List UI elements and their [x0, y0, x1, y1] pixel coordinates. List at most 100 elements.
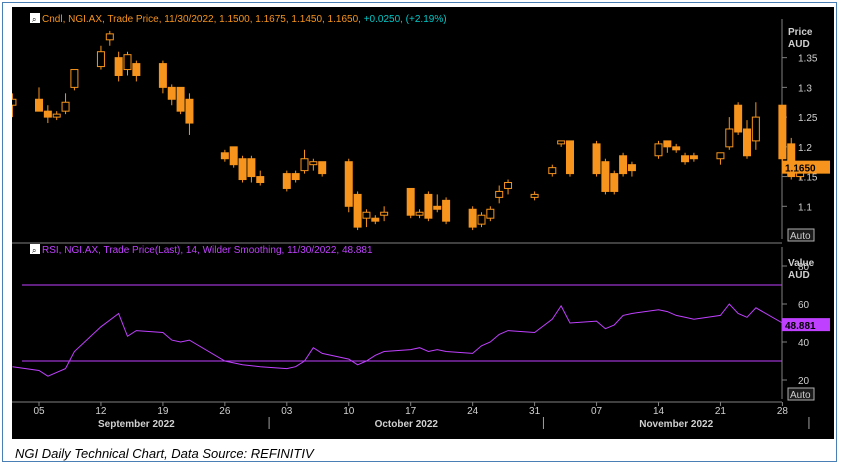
price-pane: 1.1 1.15 1.2 1.25 1.3 1.35 ⌕ Cndl, NGI.AX, Tr… [8, 13, 830, 242]
candle-body [442, 199, 451, 222]
candle-body [415, 211, 424, 216]
candle-body [70, 69, 79, 88]
candle-body [406, 187, 415, 216]
candle-body [468, 208, 477, 228]
price-tick-label: 1.15 [798, 173, 818, 184]
candle-body [96, 51, 105, 68]
rsi-tick-label: 60 [798, 300, 810, 311]
candle-body [380, 211, 389, 216]
candle-body [176, 86, 185, 112]
candle [424, 191, 433, 222]
time-axis: 0512192603101724310714212805September 20… [3, 402, 841, 430]
candle-body [610, 173, 619, 192]
candle-body [548, 167, 557, 175]
rsi-line [12, 303, 801, 377]
rsi-pane: 20 40 60 80 ⌕ RSI, NGI.AX, Trade Price(Last… [12, 244, 830, 401]
price-tick-label: 1.25 [798, 113, 818, 124]
candle [105, 30, 114, 46]
price-tick-label: 1.35 [798, 54, 818, 65]
rsi-axis-ticks: 20 40 60 80 [782, 262, 810, 387]
time-tick-label: 26 [219, 406, 231, 417]
rsi-auto-button[interactable] [787, 387, 815, 401]
candle-body [247, 158, 256, 178]
candle [291, 170, 300, 183]
candle-body [238, 158, 247, 181]
candle [672, 143, 681, 153]
candle [477, 212, 486, 228]
candle [415, 209, 424, 219]
candle [8, 93, 17, 118]
candle-body [486, 208, 495, 219]
candle-body [619, 155, 628, 175]
candle [689, 152, 698, 162]
rsi-legend-icon [30, 244, 40, 254]
candle [619, 152, 628, 177]
candle-body [689, 155, 698, 160]
price-axis-title: Price [788, 27, 813, 38]
candle-body [592, 143, 601, 175]
candle-body [371, 217, 380, 222]
candle [43, 105, 52, 124]
time-tick-label: 05 [33, 406, 45, 417]
candle-body [282, 173, 291, 189]
candle-body [8, 98, 17, 106]
time-tick-label: 31 [529, 406, 541, 417]
rsi-last-value: 48.881 [785, 321, 816, 332]
candle-body [681, 155, 690, 163]
candle [158, 60, 167, 94]
price-tick-label: 1.1 [798, 202, 812, 213]
candle [300, 149, 309, 174]
candle [716, 152, 725, 165]
time-tick-label: 07 [591, 406, 603, 417]
rsi-axis-unit: AUD [788, 270, 810, 281]
candle [344, 158, 353, 213]
candle [185, 93, 194, 135]
candle [406, 187, 415, 219]
candle [468, 206, 477, 231]
candle-body [291, 173, 300, 181]
candle-body [557, 140, 566, 145]
time-tick-label: 21 [715, 406, 727, 417]
chart-caption: NGI Daily Technical Chart, Data Source: … [15, 446, 314, 461]
candle [548, 164, 557, 177]
candle [557, 140, 566, 147]
candle-body [734, 104, 743, 133]
candle-body [663, 140, 672, 148]
candle [610, 170, 619, 195]
price-auto-button[interactable] [787, 228, 815, 242]
candle-body [654, 143, 663, 157]
time-tick-label: 14 [653, 406, 665, 417]
candle [734, 102, 743, 135]
candle-body [114, 57, 123, 76]
rsi-tick-label: 40 [798, 338, 810, 349]
candle-body [424, 193, 433, 219]
candle [35, 87, 43, 112]
time-tick-label: 03 [281, 406, 293, 417]
candle-body [105, 33, 114, 41]
time-tick-label: 24 [467, 406, 479, 417]
candle-body [132, 63, 141, 76]
candle-body [43, 110, 52, 118]
candle [167, 84, 176, 106]
candle [362, 209, 371, 228]
candle [247, 155, 256, 183]
month-label: October 2022 [375, 419, 439, 430]
candle [256, 170, 265, 186]
candle [371, 215, 380, 225]
candle-body [300, 158, 309, 172]
candle-body [362, 211, 371, 219]
candle [592, 140, 601, 177]
candle [530, 191, 539, 201]
candle [566, 140, 574, 177]
candle [442, 197, 451, 225]
candle-body [256, 176, 265, 184]
candle [654, 140, 663, 159]
time-tick-label: 19 [157, 406, 169, 417]
candle [220, 149, 229, 162]
candle [123, 51, 132, 76]
candle-body [123, 54, 132, 71]
candle [433, 194, 442, 213]
price-last-value: 1.1650 [785, 164, 816, 175]
candle [495, 185, 504, 204]
candle [663, 140, 672, 153]
